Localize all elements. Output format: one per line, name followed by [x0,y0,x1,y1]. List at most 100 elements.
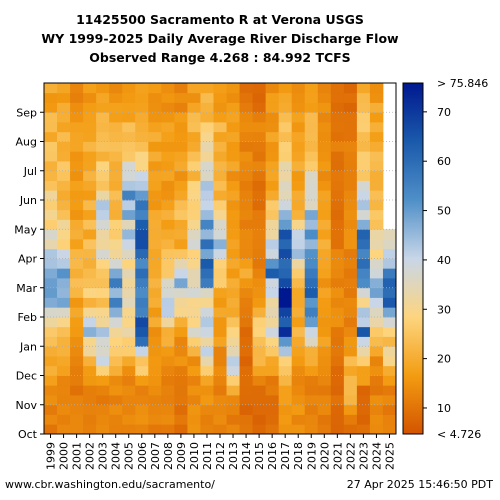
heatmap-cell [252,278,267,289]
heatmap-cell [174,268,188,279]
heatmap-cell [174,297,188,308]
heatmap-cell [122,209,136,220]
heatmap-cell [96,92,110,103]
heatmap-cell [213,131,227,142]
heatmap-cell [382,287,397,298]
heatmap-cell [96,122,110,133]
heatmap-cell [109,83,123,94]
heatmap-cell [83,239,97,250]
colorbar-tick-label: 70 [437,106,451,119]
heatmap-cell [161,229,175,240]
heatmap-cell [109,122,123,133]
heatmap-cell [317,161,332,172]
heatmap-cell [83,102,97,113]
heatmap-cell [265,307,280,318]
heatmap-cell [330,180,345,191]
heatmap-cell [187,122,201,133]
heatmap-cell [317,229,332,240]
footer-url[interactable]: www.cbr.washington.edu/sacramento/ [5,478,215,491]
heatmap-cell [343,365,358,376]
x-tick-label: 2016 [266,442,279,470]
heatmap-cell [70,346,84,357]
heatmap-cell [135,375,149,386]
heatmap-cell [200,190,214,201]
heatmap-cell [174,112,188,123]
heatmap-cell [291,102,306,113]
heatmap-cell [200,229,214,240]
heatmap-cell [239,122,253,133]
heatmap-cell [239,414,253,425]
heatmap-cell [161,297,175,308]
heatmap-cell [356,180,371,191]
heatmap-cell [148,395,162,406]
heatmap-cell [278,307,293,318]
heatmap-cell [96,248,110,259]
heatmap-cell [239,170,253,181]
heatmap-cell [239,83,253,94]
heatmap-cell [161,151,175,162]
heatmap-cell [291,92,306,103]
heatmap-cell [239,190,253,201]
heatmap-cell [304,424,319,435]
heatmap-cell [187,365,201,376]
heatmap-cell [226,287,240,298]
heatmap-cell [291,258,306,269]
heatmap-cell [109,385,123,396]
heatmap-cell [44,268,58,279]
heatmap-cell [96,151,110,162]
heatmap-cell [174,424,188,435]
heatmap-cell [83,209,97,220]
heatmap-cell [200,248,214,259]
heatmap-cell [57,131,71,142]
heatmap-cell [109,336,123,347]
heatmap-cell [200,151,214,162]
heatmap-cell [122,336,136,347]
heatmap-cell [278,317,293,328]
heatmap-cell [161,326,175,337]
heatmap-cell [83,170,97,181]
x-tick-label: 2006 [136,442,149,470]
heatmap-cell [70,326,84,337]
heatmap-cell [356,200,371,211]
heatmap-cell [148,385,162,396]
heatmap-cell [70,102,84,113]
heatmap-cell [44,151,58,162]
heatmap-cell [226,239,240,250]
heatmap-cell [330,278,345,289]
y-tick-label: Jul [23,165,37,178]
heatmap-cell [317,395,332,406]
heatmap-cell [187,190,201,201]
heatmap-cell [122,395,136,406]
heatmap-cell [200,395,214,406]
heatmap-cell [44,375,58,386]
heatmap-cell [291,112,306,123]
heatmap-cell [83,385,97,396]
heatmap-cell [83,297,97,308]
heatmap-cell [330,307,345,318]
heatmap-cell [343,112,358,123]
heatmap-cell [252,297,267,308]
heatmap-cell [291,229,306,240]
heatmap-cell [174,92,188,103]
heatmap-cell [226,209,240,220]
heatmap-cell [369,83,384,94]
heatmap-cell [57,307,71,318]
heatmap-cell [135,356,149,367]
heatmap-cell [304,297,319,308]
heatmap-cell [213,326,227,337]
heatmap-cell [278,395,293,406]
heatmap-cell [57,161,71,172]
heatmap-cell [44,92,58,103]
heatmap-cell [161,190,175,201]
heatmap-cell [122,356,136,367]
heatmap-cell [382,278,397,289]
heatmap-cell [239,375,253,386]
heatmap-cell [382,346,397,357]
heatmap-cell [317,112,332,123]
heatmap-cell [252,424,267,435]
y-tick-label: Sep [16,106,37,119]
heatmap-cell [265,131,280,142]
heatmap-cell [239,92,253,103]
heatmap-cell [304,356,319,367]
